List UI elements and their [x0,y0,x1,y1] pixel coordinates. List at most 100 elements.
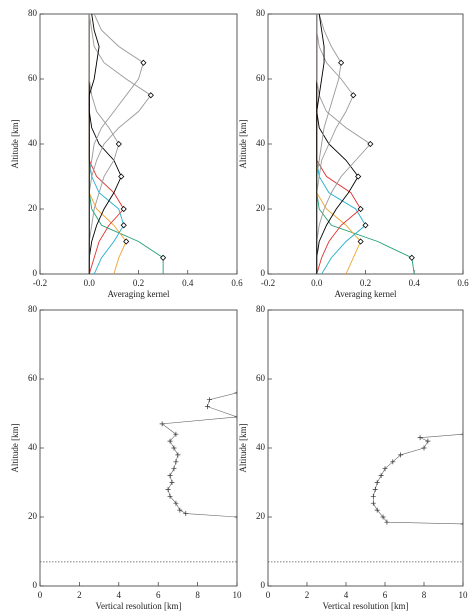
x-tick-label: 0.6 [457,278,469,288]
kernel-line [316,14,372,274]
y-axis-label: Altitude [km] [238,423,248,472]
y-tick-label: 60 [28,373,38,383]
y-tick-label: 0 [261,580,266,590]
resolution-point [398,452,404,458]
peak-marker [118,173,125,180]
resolution-point [167,473,173,479]
peak-marker [408,254,415,261]
plot-frame [39,13,238,275]
peak-marker [350,92,357,99]
x-tick-label: -0.2 [33,278,47,288]
x-tick-label: 0.2 [360,278,371,288]
x-tick-label: 8 [422,590,427,600]
resolution-point [390,459,396,465]
x-axis-label: Averaging kernel [334,289,397,299]
peak-marker [338,59,345,66]
y-tick-label: 40 [256,138,266,148]
plot-frame [267,309,464,587]
y-axis-label: Altitude [km] [10,423,20,472]
resolution-point [169,480,175,485]
plot-area [370,431,463,527]
x-tick-label: 4 [344,590,349,600]
y-tick-label: 20 [256,203,266,213]
resolution-point [159,421,165,427]
y-tick-label: 60 [28,73,38,83]
x-tick-label: 0 [38,590,43,600]
y-tick-label: 60 [256,73,266,83]
resolution-line [161,392,237,518]
peak-marker [357,238,364,245]
y-tick-label: 80 [28,304,38,314]
peak-marker [147,92,154,99]
resolution-point [374,507,380,513]
x-tick-label: 0 [266,590,271,600]
resolution-point [370,493,376,499]
x-tick-label: 10 [459,590,469,600]
resolution-point [460,521,463,527]
plot-area [316,14,415,274]
resolution-point [460,431,463,437]
y-tick-label: 80 [256,304,266,314]
resolution-point [173,500,179,506]
panel: -0.2 0.0 0.2 0.4 0.6 0 20 40 60 80 Averaging kerne… [238,8,469,299]
plot-area [159,390,237,520]
resolution-point [384,519,390,525]
resolution-point [421,445,427,451]
kernel-line [88,14,100,274]
x-axis-label: Averaging kernel [107,289,170,299]
y-tick-label: 20 [28,511,38,521]
resolution-point [234,390,237,396]
plot-frame [267,13,464,275]
resolution-point [425,438,431,444]
plot-frame [39,309,238,587]
x-tick-label: 6 [383,590,388,600]
peak-marker [160,254,167,261]
resolution-point [370,500,376,506]
resolution-point [417,435,423,441]
x-tick-label: 0.6 [231,278,243,288]
resolution-line [372,433,463,525]
peak-marker [120,205,127,213]
x-tick-label: 6 [156,590,161,600]
resolution-point [167,493,173,499]
y-tick-label: 0 [33,268,38,278]
y-tick-label: 20 [28,203,38,213]
resolution-point [167,438,173,444]
y-tick-label: 0 [33,580,38,590]
panel: 0 2 4 6 8 10 0 20 40 60 80 Vertical resolution [km]… [10,304,242,611]
x-tick-label: 8 [195,590,200,600]
resolution-point [206,397,212,403]
x-axis-label: Vertical resolution [km] [323,601,409,611]
resolution-point [173,459,179,465]
resolution-point [234,514,237,520]
kernel-line [316,14,325,274]
kernel-line [88,14,164,274]
peak-marker [357,205,364,213]
x-tick-label: 0.2 [133,278,144,288]
y-tick-label: 20 [256,511,266,521]
resolution-point [204,404,210,410]
resolution-point [380,514,386,520]
resolution-point [177,507,183,513]
x-tick-label: 2 [77,590,82,600]
x-axis-label: Vertical resolution [km] [96,601,182,611]
resolution-point [378,473,384,479]
y-tick-label: 0 [261,268,266,278]
y-axis-label: Altitude [km] [238,119,248,168]
peak-marker [140,59,147,66]
peak-marker [123,238,130,245]
y-tick-label: 60 [256,373,266,383]
x-tick-label: 10 [233,590,243,600]
resolution-point [173,431,179,437]
x-tick-label: 4 [117,590,122,600]
resolution-point [234,414,237,420]
resolution-point [165,486,171,492]
peak-marker [362,222,369,229]
resolution-point [382,466,388,472]
resolution-point [372,486,378,492]
resolution-point [183,511,189,517]
peak-marker [115,140,122,148]
x-tick-label: 2 [305,590,310,600]
kernel-line [316,14,359,274]
